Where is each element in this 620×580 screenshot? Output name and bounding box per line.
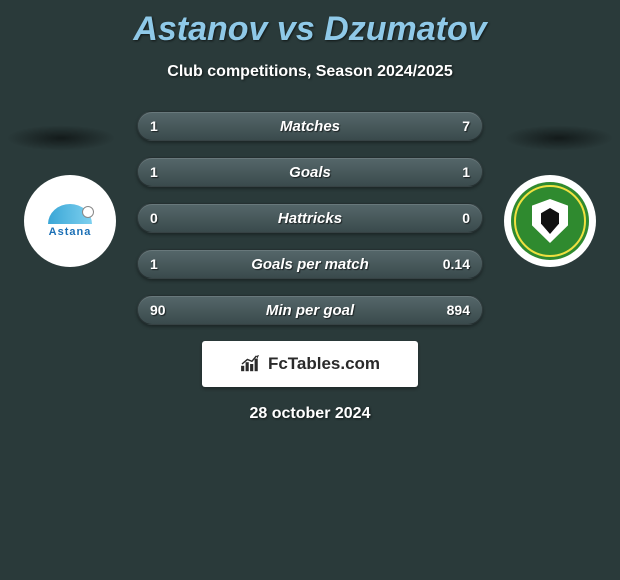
stat-right-value: 0.14 [443, 250, 470, 278]
stat-label: Hattricks [278, 210, 342, 227]
stat-left-value: 1 [150, 112, 158, 140]
stat-label: Goals [289, 164, 331, 181]
stat-label: Matches [280, 118, 340, 135]
stat-label: Min per goal [266, 302, 354, 319]
stat-row: 90 Min per goal 894 [137, 295, 483, 325]
stat-left-value: 1 [150, 158, 158, 186]
stat-row: 1 Goals per match 0.14 [137, 249, 483, 279]
stat-left-value: 0 [150, 204, 158, 232]
stat-right-value: 1 [462, 158, 470, 186]
bar-chart-icon [240, 355, 262, 373]
stats-table: 1 Matches 7 1 Goals 1 0 Hattricks 0 1 Go… [137, 111, 483, 325]
page-title: Astanov vs Dzumatov [0, 0, 620, 49]
right-team-logo [504, 175, 596, 267]
stat-label: Goals per match [251, 256, 369, 273]
stat-right-value: 894 [447, 296, 470, 324]
astana-logo-icon: Astana [48, 204, 92, 238]
left-player-shadow [6, 125, 116, 151]
left-team-name: Astana [49, 226, 92, 238]
stat-row: 1 Goals 1 [137, 157, 483, 187]
stat-left-value: 90 [150, 296, 166, 324]
right-player-shadow [504, 125, 614, 151]
footer-date: 28 october 2024 [0, 405, 620, 423]
brand-box: FcTables.com [202, 341, 418, 387]
stat-left-value: 1 [150, 250, 158, 278]
brand-text: FcTables.com [268, 354, 380, 374]
left-team-logo: Astana [24, 175, 116, 267]
stat-right-value: 0 [462, 204, 470, 232]
stat-row: 0 Hattricks 0 [137, 203, 483, 233]
stat-row: 1 Matches 7 [137, 111, 483, 141]
page-subtitle: Club competitions, Season 2024/2025 [0, 63, 620, 81]
stat-right-value: 7 [462, 112, 470, 140]
atyrau-logo-icon [511, 182, 589, 260]
